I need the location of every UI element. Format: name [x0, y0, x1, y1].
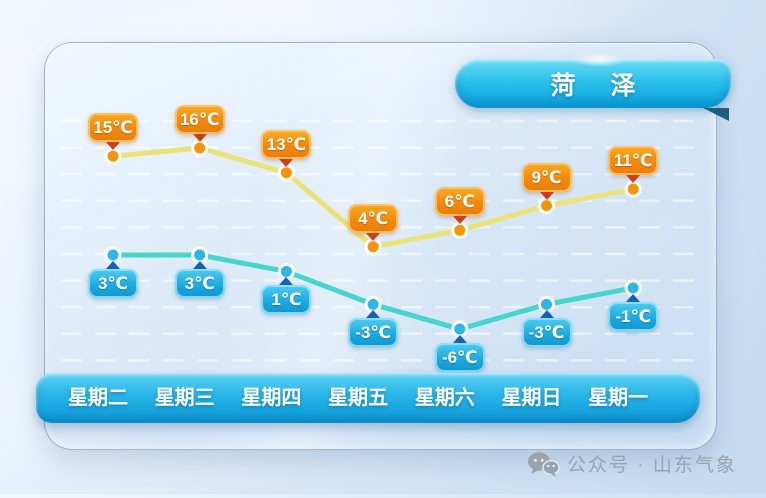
weekday-label: 星期一	[588, 387, 649, 409]
city-title: 菏 泽	[550, 71, 650, 100]
weekday-label: 星期二	[68, 387, 128, 409]
high-data-point	[191, 139, 209, 157]
low-data-point	[451, 320, 469, 338]
footer-watermark: 公众号 · 山东气象	[527, 450, 737, 477]
weekday-label: 星期四	[241, 387, 302, 409]
city-ribbon: 菏 泽	[455, 53, 731, 121]
weekday-label: 星期六	[414, 387, 475, 409]
high-temp-label: 13℃	[261, 129, 312, 159]
weekday-label: 星期五	[328, 387, 389, 409]
weekday-label: 星期日	[501, 387, 562, 409]
high-data-point	[364, 238, 382, 256]
weekday-bar: 星期二 星期三 星期四 星期五 星期六 星期日 星期一	[36, 373, 700, 423]
temperature-trend-chart	[61, 119, 700, 362]
low-temp-label: 3℃	[88, 268, 138, 298]
forecast-glass-card: 15℃ 16℃ 13℃ 4℃ 6℃ 9℃ 11℃ 3℃ 3℃ 1℃ -3℃ -6℃ -3℃ -1℃ 星期二…	[36, 42, 717, 450]
high-temp-label: 9℃	[521, 162, 572, 192]
high-temp-label: 15℃	[88, 113, 138, 143]
high-temp-label: 16℃	[174, 105, 225, 134]
ribbon-fold	[703, 108, 729, 121]
low-data-point	[624, 279, 642, 297]
high-data-point	[538, 197, 555, 215]
weekday-label: 星期三	[154, 387, 215, 409]
low-temp-label: -3℃	[348, 318, 399, 348]
low-temp-label: -1℃	[608, 301, 659, 331]
high-temp-label: 4℃	[348, 203, 399, 233]
high-data-point	[104, 147, 122, 165]
low-temp-label: -3℃	[521, 318, 572, 348]
high-data-point	[451, 221, 469, 239]
high-temp-label: 6℃	[434, 187, 485, 217]
ribbon-gleam	[570, 53, 627, 67]
low-data-point	[104, 246, 122, 264]
low-data-point	[191, 246, 209, 264]
low-temp-label: -6℃	[434, 343, 485, 373]
low-temp-label: 1℃	[261, 285, 312, 315]
wechat-icon	[528, 451, 560, 477]
low-temp-label: 3℃	[174, 268, 225, 298]
low-data-point	[364, 295, 382, 313]
low-data-point	[538, 295, 555, 313]
high-data-point	[624, 180, 642, 198]
low-data-point	[277, 262, 295, 280]
footer-text: 公众号 · 山东气象	[567, 455, 737, 476]
high-temp-label: 11℃	[608, 146, 659, 176]
high-data-point	[277, 164, 295, 182]
